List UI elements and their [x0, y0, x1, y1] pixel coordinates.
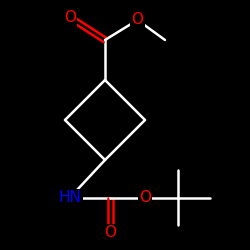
Text: HN: HN: [58, 190, 82, 205]
Text: O: O: [139, 190, 151, 205]
Text: O: O: [132, 12, 143, 28]
Text: O: O: [64, 10, 76, 25]
Text: O: O: [104, 225, 116, 240]
